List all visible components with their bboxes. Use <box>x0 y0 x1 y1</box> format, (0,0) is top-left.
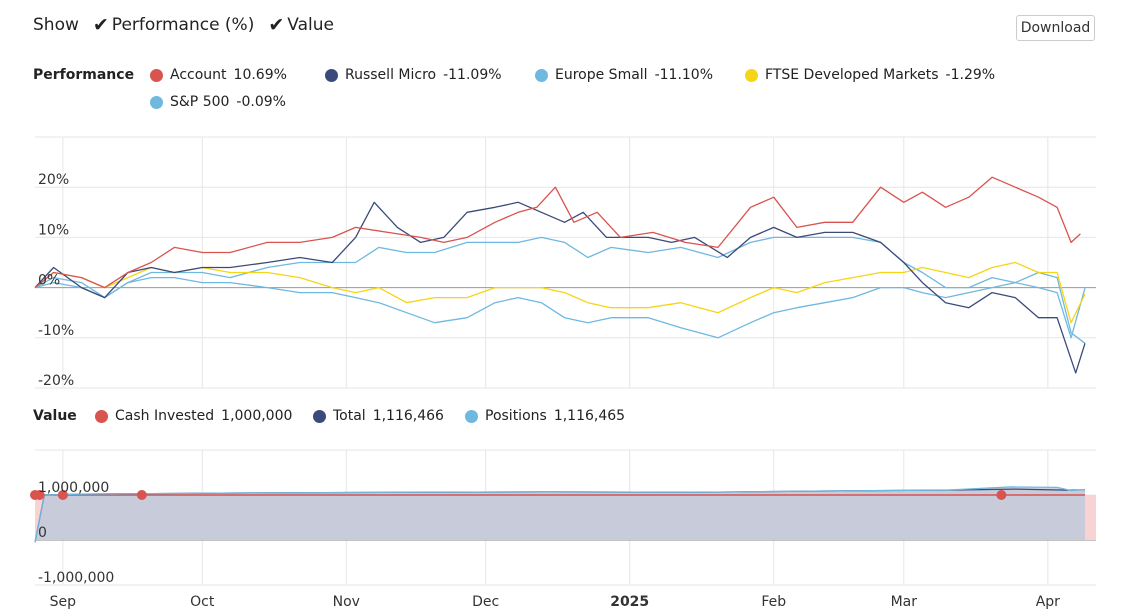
legend-dot <box>745 68 758 82</box>
legend-item-value: -1.29% <box>945 67 996 83</box>
legend-dot <box>465 409 478 423</box>
legend-item-name: Russell Micro <box>345 67 437 83</box>
toggle-value[interactable]: ✔ Value <box>268 14 334 36</box>
x-tick-label: Apr <box>1036 594 1060 610</box>
value-legend-title: Value <box>33 408 77 424</box>
series-line-s-p-500 <box>34 276 1086 339</box>
cash-marker <box>136 490 147 500</box>
cash-invested-area <box>35 495 1096 540</box>
cash-marker <box>57 490 68 500</box>
legend-item-value: -0.09% <box>236 94 286 110</box>
x-tick-label: Mar <box>891 594 918 610</box>
legend-dot <box>150 95 163 109</box>
series-line-europe-small <box>34 236 1086 344</box>
performance-legend-title: Performance <box>33 67 135 83</box>
cash-marker <box>30 490 40 500</box>
cash-marker <box>996 490 1007 500</box>
show-label: Show <box>33 15 79 35</box>
legend-item-value: 1,116,466 <box>372 408 444 424</box>
legend-item-value: -11.09% <box>443 67 502 83</box>
legend-item-sp500[interactable]: S&P 500 -0.09% <box>150 94 286 110</box>
legend-item-name: Positions <box>485 408 547 424</box>
legend-item-name: Total <box>333 408 366 424</box>
x-tick-label: Nov <box>333 594 360 610</box>
series-line-positions <box>34 486 1086 543</box>
legend-item-name: Cash Invested <box>115 408 215 424</box>
positions-area <box>35 486 1085 543</box>
legend-item-value: 1,116,465 <box>553 408 626 424</box>
series-line-ftse-developed-markets <box>34 261 1086 324</box>
legend-item-value: -11.10% <box>654 67 714 83</box>
x-tick-label: Dec <box>472 594 499 610</box>
x-tick-label: Oct <box>190 594 215 610</box>
toggle-performance[interactable]: ✔ Performance (%) <box>93 14 254 36</box>
y-tick-label: 0 <box>38 525 47 541</box>
y-tick-label: -10% <box>38 323 74 339</box>
y-tick-label: 0% <box>38 273 60 289</box>
legend-item-name: FTSE Developed Markets <box>765 67 939 83</box>
legend-item-account[interactable]: Account 10.69% <box>150 67 287 83</box>
toggle-value-label: Value <box>287 15 334 35</box>
toggle-performance-label: Performance (%) <box>111 15 255 35</box>
legend-item-ftse-developed[interactable]: FTSE Developed Markets -1.29% <box>745 67 995 83</box>
series-line-russell-micro <box>34 201 1086 374</box>
total-area <box>35 489 1085 543</box>
y-tick-label: -1,000,000 <box>38 570 114 586</box>
cash-marker <box>34 490 45 500</box>
download-button[interactable]: Download <box>1016 15 1095 41</box>
legend-dot <box>313 409 326 423</box>
legend-item-cash-invested[interactable]: Cash Invested 1,000,000 <box>95 408 292 424</box>
checkmark-icon: ✔ <box>92 14 109 36</box>
legend-item-name: Account <box>170 67 227 83</box>
legend-dot <box>535 68 548 82</box>
legend-item-value: 10.69% <box>233 67 287 83</box>
legend-item-positions[interactable]: Positions 1,116,465 <box>465 408 625 424</box>
legend-dot <box>325 68 338 82</box>
legend-item-name: Europe Small <box>555 67 648 83</box>
checkmark-icon: ✔ <box>268 14 285 36</box>
y-tick-label: 20% <box>38 172 69 188</box>
legend-item-total[interactable]: Total 1,116,466 <box>313 408 444 424</box>
legend-item-name: S&P 500 <box>170 94 230 110</box>
x-tick-label: Feb <box>761 594 786 610</box>
x-tick-label: Sep <box>50 594 77 610</box>
legend-item-europe-small[interactable]: Europe Small -11.10% <box>535 67 713 83</box>
series-line-total <box>34 488 1086 543</box>
y-tick-label: 1,000,000 <box>38 480 109 496</box>
legend-item-value: 1,000,000 <box>221 408 293 424</box>
legend-dot <box>150 68 163 82</box>
legend-item-russell-micro[interactable]: Russell Micro -11.09% <box>325 67 502 83</box>
legend-dot <box>95 409 108 423</box>
series-line-account <box>34 176 1081 289</box>
y-tick-label: 10% <box>38 222 69 238</box>
y-tick-label: -20% <box>38 373 74 389</box>
x-tick-label: 2025 <box>610 594 649 610</box>
show-toggle-bar: Show ✔ Performance (%) ✔ Value <box>33 14 348 36</box>
